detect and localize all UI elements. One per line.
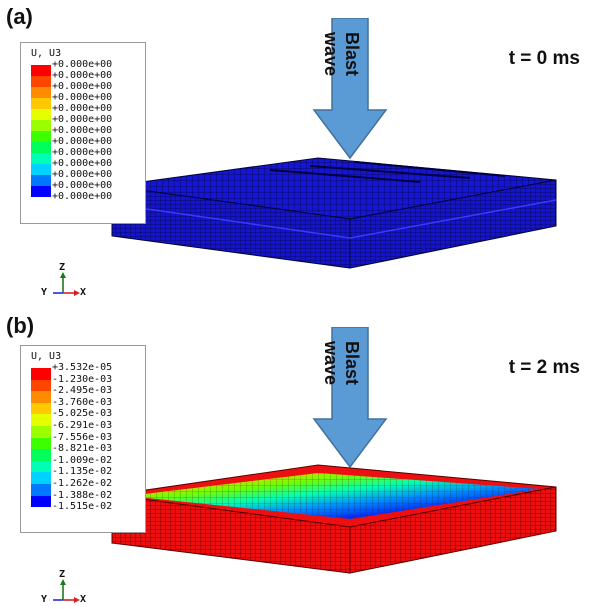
legend-value: -7.556e-03: [52, 431, 113, 443]
legend-value: +0.000e+00: [52, 125, 113, 136]
legend-value: -1.009e-02: [52, 454, 113, 466]
legend-value: +0.000e+00: [52, 147, 113, 158]
legend-color-band: [31, 87, 51, 98]
axis-y-label: Y: [41, 594, 48, 605]
legend-value: +0.000e+00: [52, 191, 113, 202]
panel-label: (b): [6, 313, 35, 338]
axis-triad: [53, 272, 80, 296]
legend-color-band: [31, 142, 51, 153]
legend-color-band: [31, 483, 51, 496]
legend-color-band: [31, 472, 51, 484]
legend-value: +0.000e+00: [52, 81, 113, 92]
legend-color-band: [31, 414, 51, 426]
legend-value: +0.000e+00: [52, 92, 113, 103]
legend-value: -1.135e-02: [52, 466, 113, 478]
legend-value: -1.230e-03: [52, 373, 113, 385]
time-label: t = 0 ms: [508, 48, 580, 69]
legend-color-band: [31, 449, 51, 461]
legend-value: -5.025e-03: [52, 408, 113, 420]
legend-value: +0.000e+00: [52, 114, 113, 125]
legend-value: +0.000e+00: [52, 180, 113, 191]
legend-color-band: [31, 425, 51, 438]
blast-wave-label: Blast wave: [321, 32, 362, 77]
legend-title: U, U3: [31, 48, 62, 59]
legend-color-band: [31, 120, 51, 131]
blast-wave-label: Blast wave: [321, 341, 362, 386]
legend-value: -1.515e-02: [52, 501, 113, 513]
legend-color-band: [31, 131, 51, 142]
axis-y-label: Y: [41, 287, 48, 298]
legend-value: -6.291e-03: [52, 419, 113, 431]
legend-value: -3.760e-03: [52, 396, 113, 408]
blast-wave-arrow: Blast wave: [310, 18, 390, 160]
legend-color-band: [31, 76, 51, 87]
legend-value: +3.532e-05: [52, 362, 113, 373]
legend-color-band: [31, 175, 51, 186]
legend-color-band: [31, 368, 51, 380]
axis-z-label: Z: [59, 262, 66, 273]
legend-color-band: [31, 495, 51, 508]
legend-color-band: [31, 98, 51, 109]
legend-color-band: [31, 153, 51, 164]
legend-value: +0.000e+00: [52, 59, 113, 70]
axis-x-label: X: [80, 287, 87, 298]
time-label: t = 2 ms: [508, 357, 580, 378]
plate-view-a: [111, 157, 557, 269]
blast-wave-arrow: Blast wave: [310, 327, 390, 469]
legend-value: -1.262e-02: [52, 477, 113, 489]
contour-legend: U, U3 +0.000e+00 +0.000e+00 +0.000e+00 +0.0…: [20, 42, 146, 224]
legend-value: +0.000e+00: [52, 158, 113, 169]
legend-value: +0.000e+00: [52, 169, 113, 180]
legend-color-band: [31, 437, 51, 450]
legend-title: U, U3: [31, 351, 62, 362]
panel-b: (b) t = 2 ms: [0, 305, 600, 609]
legend-values: +3.532e-05 -1.230e-03 -2.495e-03 -3.760e-03…: [52, 362, 112, 513]
legend-value: -2.495e-03: [52, 385, 113, 397]
axis-triad: [53, 579, 80, 603]
legend-color-band: [31, 186, 51, 197]
contour-legend: U, U3 +3.532e-05 -1.230e-03 -2.495e-03 -3.7…: [20, 345, 146, 533]
plate-view-b: [111, 464, 557, 574]
legend-color-bar: [31, 368, 51, 508]
legend-value: +0.000e+00: [52, 70, 113, 81]
legend-color-band: [31, 379, 51, 392]
axis-x-label: X: [80, 594, 87, 605]
legend-value: +0.000e+00: [52, 136, 113, 147]
plate-right-face: [349, 486, 557, 574]
legend-value: +0.000e+00: [52, 103, 113, 114]
plate-right-face: [349, 179, 557, 269]
legend-value: -8.821e-03: [52, 443, 113, 455]
legend-color-band: [31, 460, 51, 473]
legend-color-band: [31, 65, 51, 76]
legend-values: +0.000e+00 +0.000e+00 +0.000e+00 +0.000e+00…: [52, 59, 112, 202]
legend-color-band: [31, 402, 51, 415]
legend-color-band: [31, 109, 51, 120]
panel-a: (a) t = 0 ms U, U3 +0.000e+00 +0.000e+00 +…: [0, 0, 600, 304]
legend-value: -1.388e-02: [52, 489, 113, 501]
axis-z-label: Z: [59, 569, 66, 580]
legend-color-band: [31, 391, 51, 403]
legend-color-band: [31, 164, 51, 175]
panel-label: (a): [6, 4, 33, 29]
legend-color-bar: [31, 65, 51, 197]
